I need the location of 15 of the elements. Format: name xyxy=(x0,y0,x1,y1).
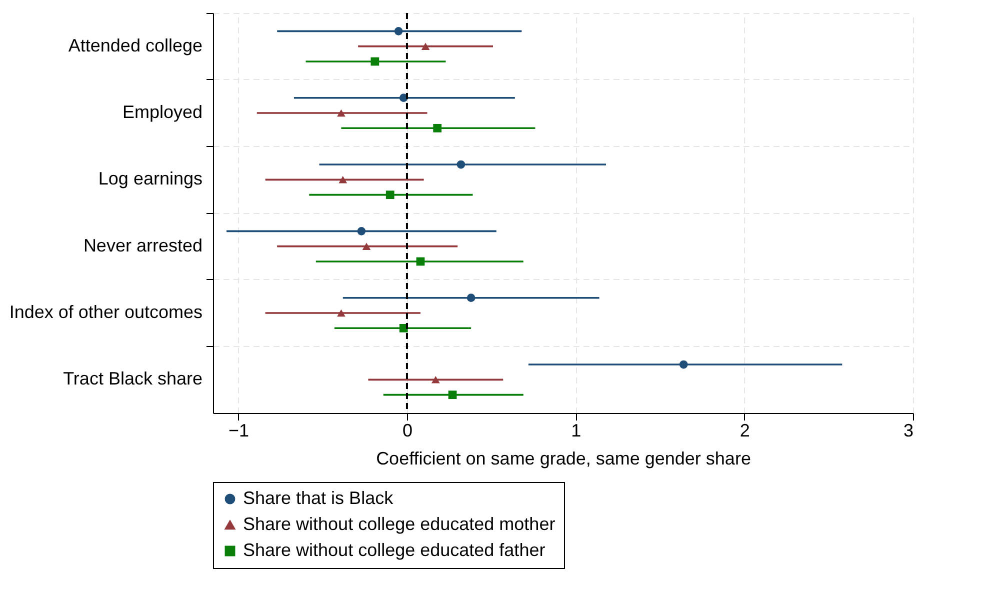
x-tick-label: 2 xyxy=(740,420,750,440)
legend-label: Share that is Black xyxy=(243,488,394,508)
y-tick-label: Employed xyxy=(122,102,202,122)
legend-label: Share without college educated mother xyxy=(243,514,556,534)
x-tick-label: 1 xyxy=(571,420,582,440)
y-tick-label: Attended college xyxy=(68,35,202,56)
legend-label: Share without college educated father xyxy=(243,540,546,560)
x-tick-label: 3 xyxy=(903,420,914,440)
y-tick-label: Log earnings xyxy=(98,168,202,189)
x-tick-label: −1 xyxy=(228,420,250,440)
x-tick-label: 0 xyxy=(402,420,412,440)
y-tick-label: Index of other outcomes xyxy=(9,302,202,322)
x-axis-title: Coefficient on same grade, same gender share xyxy=(376,448,751,468)
y-tick-label: Never arrested xyxy=(83,235,202,256)
y-tick-label: Tract Black share xyxy=(63,368,202,389)
